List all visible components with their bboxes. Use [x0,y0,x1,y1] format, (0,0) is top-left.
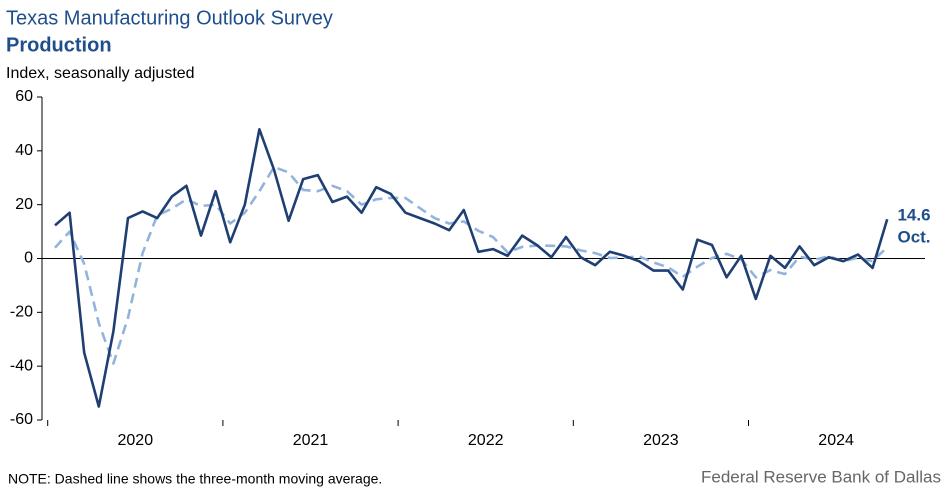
x-tick-label: 2021 [293,432,329,449]
y-tick-label: -20 [10,304,33,321]
y-axis-label: Index, seasonally adjusted [6,65,195,82]
x-tick-label: 2022 [468,432,504,449]
chart-title: Texas Manufacturing Outlook Survey [6,7,333,29]
moving-average-line [54,165,889,365]
y-tick-label: 20 [15,196,33,213]
series-line [54,128,889,408]
annotation: Oct. [897,227,930,246]
x-tick-label: 2024 [818,432,854,449]
chart-subtitle: Production [6,34,112,56]
value-label: 14.6 [897,205,930,224]
y-tick-label: 40 [15,142,33,159]
x-tick-label: 2020 [118,432,154,449]
y-tick-label: 60 [15,88,33,105]
note: NOTE: Dashed line shows the three-month … [8,471,382,487]
y-tick-label: 0 [24,250,33,267]
source: Federal Reserve Bank of Dallas [701,467,941,486]
x-tick-label: 2023 [643,432,679,449]
y-tick-label: -40 [10,357,33,374]
y-tick-label: -60 [10,411,33,428]
